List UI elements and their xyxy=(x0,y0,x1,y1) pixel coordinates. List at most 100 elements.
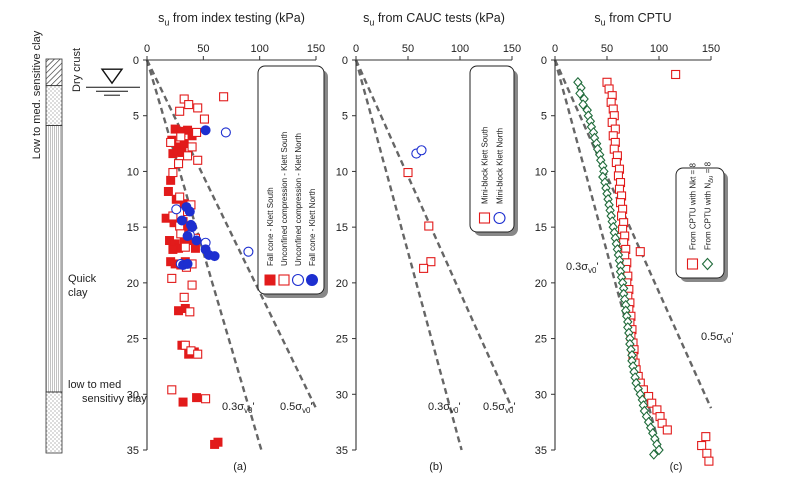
y-tick-label: 0 xyxy=(541,55,547,67)
data-point xyxy=(184,100,194,110)
data-point xyxy=(478,212,491,224)
data-point xyxy=(193,155,203,165)
legend-label: Mini-block Klett North xyxy=(496,128,505,204)
data-point xyxy=(191,235,202,246)
layer-label: Quick xyxy=(68,273,97,285)
reference-line-label: 0.5σv0' xyxy=(701,331,734,345)
data-point xyxy=(697,440,707,451)
data-point xyxy=(291,273,305,287)
chart-panel-a: 0.3σv0' 0.5σv0' 0 50 100 150 0 5 10 15 20 25 30 35 su … xyxy=(127,11,328,473)
y-tick-label: 10 xyxy=(127,166,139,178)
x-tick-label: 150 xyxy=(307,43,325,55)
data-point xyxy=(168,167,178,178)
y-tick-label: 0 xyxy=(133,55,139,67)
data-point xyxy=(426,257,436,267)
data-point xyxy=(575,88,585,99)
data-point xyxy=(171,204,182,215)
profile-layer-2 xyxy=(45,125,63,393)
profile-layer-3 xyxy=(45,391,63,454)
data-point xyxy=(220,127,231,138)
data-point xyxy=(175,192,185,202)
data-point xyxy=(654,444,664,456)
y-tick-label: 25 xyxy=(127,334,139,346)
layer-label: clay xyxy=(68,287,88,299)
y-tick-label: 30 xyxy=(127,389,139,401)
data-point xyxy=(200,125,211,136)
data-point xyxy=(671,69,681,80)
data-point xyxy=(178,397,188,407)
data-point xyxy=(184,206,195,217)
data-point xyxy=(219,92,229,102)
legend-label: Fall cone - Klett South xyxy=(266,187,275,266)
data-point xyxy=(657,418,667,428)
data-point xyxy=(167,273,177,283)
x-tick-label: 0 xyxy=(552,43,558,55)
data-point xyxy=(702,448,712,458)
chart-title: su from index testing (kPa) xyxy=(158,11,305,28)
data-point xyxy=(649,449,659,460)
soil-profile: Dry crust Low to med. sensitive clay Quick… xyxy=(31,30,147,454)
data-point xyxy=(176,215,187,226)
y-tick-label: 5 xyxy=(342,111,348,123)
reference-line-label: 0.5σv0' xyxy=(483,401,516,415)
panel-label: (a) xyxy=(233,461,246,473)
data-point xyxy=(701,257,714,271)
x-tick-label: 100 xyxy=(650,43,668,55)
y-tick-label: 20 xyxy=(535,278,547,290)
y-tick-label: 15 xyxy=(336,222,348,234)
data-point xyxy=(193,349,203,359)
layer-label: Dry crust xyxy=(71,48,83,92)
y-tick-label: 15 xyxy=(127,222,139,234)
legend-label: From CPTU with NΔu = 8 xyxy=(704,161,715,250)
water-table-icon xyxy=(100,68,124,85)
data-point xyxy=(179,292,189,302)
panel-label: (b) xyxy=(429,461,442,473)
y-tick-label: 35 xyxy=(127,445,139,457)
reference-line-1 xyxy=(145,59,318,409)
data-point xyxy=(493,211,506,225)
data-point xyxy=(193,103,203,113)
data-point xyxy=(180,340,190,350)
x-tick-label: 0 xyxy=(144,43,150,55)
data-point xyxy=(704,456,714,466)
reference-line-label: 0.3σv0' xyxy=(428,401,461,415)
x-tick-label: 50 xyxy=(402,43,414,55)
data-point xyxy=(166,175,176,185)
reference-line-1 xyxy=(354,59,514,409)
y-tick-label: 15 xyxy=(535,222,547,234)
data-point xyxy=(187,142,197,152)
data-point xyxy=(187,280,197,290)
data-point xyxy=(306,274,318,286)
data-point xyxy=(264,274,276,286)
data-point xyxy=(686,258,699,270)
data-point xyxy=(243,246,254,257)
panel-label: (c) xyxy=(670,461,683,473)
x-tick-label: 50 xyxy=(601,43,613,55)
data-point xyxy=(192,127,202,137)
data-point xyxy=(701,432,711,442)
x-tick-label: 100 xyxy=(451,43,469,55)
data-point xyxy=(183,151,193,161)
y-tick-label: 20 xyxy=(336,278,348,290)
data-point xyxy=(210,439,220,449)
y-tick-label: 10 xyxy=(336,166,348,178)
reference-line-1 xyxy=(553,59,713,409)
y-tick-label: 0 xyxy=(342,55,348,67)
x-tick-label: 50 xyxy=(197,43,209,55)
data-point xyxy=(201,394,211,404)
legend-box xyxy=(675,167,725,279)
x-tick-label: 150 xyxy=(503,43,521,55)
data-point xyxy=(175,106,185,116)
chart-panel-c: 0.3σv0' 0.5σv0' 0 50 100 150 0 5 10 15 20 25 30 35 su … xyxy=(535,11,734,473)
reference-line-label: 0.5σv0' xyxy=(280,401,313,415)
data-point xyxy=(180,242,190,252)
data-point xyxy=(635,247,645,257)
reference-line-label: 0.3σv0' xyxy=(222,401,255,415)
x-tick-label: 0 xyxy=(353,43,359,55)
reference-line-label: 0.3σv0' xyxy=(566,261,599,275)
data-point xyxy=(166,137,176,148)
x-tick-label: 150 xyxy=(702,43,720,55)
data-point xyxy=(199,114,210,124)
legend-box xyxy=(257,65,325,295)
chart-panel-b: 0.3σv0' 0.5σv0' 0 50 100 150 0 5 10 15 20 25 30 35 su … xyxy=(336,11,521,473)
